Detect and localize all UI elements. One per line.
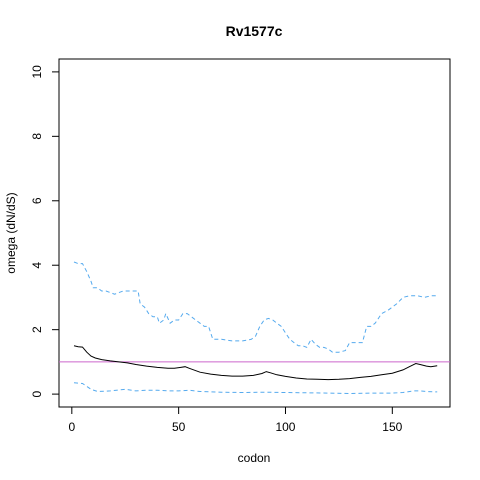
x-tick-label: 100 [275,420,295,434]
y-axis-label: omega (dN/dS) [4,192,18,273]
y-tick-label: 2 [30,326,44,333]
series-line-estimate [73,345,438,381]
x-axis-label: codon [238,451,271,465]
series-layer [73,261,438,395]
plot-frame [58,58,451,408]
y-tick-label: 6 [30,197,44,204]
series-line-upper-bound [73,261,438,353]
y-axis: 0 2 4 6 8 10 [30,65,60,397]
y-tick-label: 4 [30,262,44,269]
x-tick-label: 50 [172,420,186,434]
series-line-lower-bound [73,382,438,395]
y-tick-label: 0 [30,390,44,397]
x-tick-label: 150 [382,420,402,434]
y-tick-label: 8 [30,133,44,140]
chart-title: Rv1577c [226,23,283,39]
x-axis: 0 50 100 150 [68,406,403,434]
x-tick-label: 0 [68,420,75,434]
y-tick-label: 10 [30,65,44,79]
